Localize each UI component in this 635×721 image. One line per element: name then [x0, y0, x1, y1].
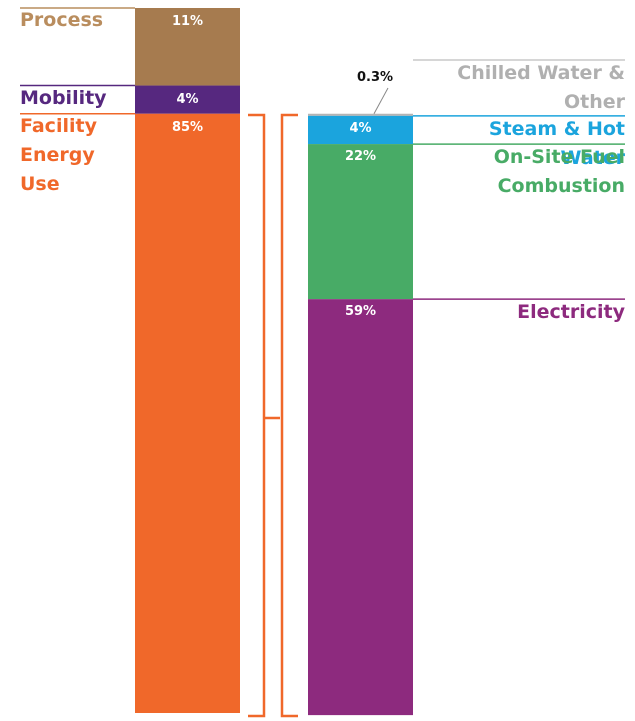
- segment-label: Facility Energy Use: [20, 114, 97, 195]
- bar-segment: [308, 113, 413, 116]
- segment-label: Electricity: [517, 301, 625, 324]
- segment-label: Process: [20, 9, 104, 31]
- bar-segment: [135, 85, 240, 114]
- segment-label: On-Site Fuel Combustion: [493, 146, 625, 198]
- value-label: 0.3%: [356, 70, 394, 85]
- value-label: 59%: [344, 304, 377, 320]
- value-label: 11%: [171, 14, 204, 29]
- segment-label: Steam & Hot Water: [488, 117, 625, 169]
- bar-segment: [135, 113, 240, 713]
- bar-segment: [308, 144, 413, 300]
- bracket-right: [280, 113, 298, 718]
- value-label: 4%: [349, 120, 372, 136]
- value-label: 85%: [171, 119, 204, 135]
- bar-segment: [308, 299, 413, 716]
- bar-segment: [308, 115, 413, 145]
- bracket: [248, 113, 298, 718]
- leader-line: [373, 87, 389, 114]
- segment-label: Mobility: [20, 86, 107, 109]
- bracket-left: [248, 113, 280, 718]
- value-label: 4%: [176, 91, 199, 107]
- bar-segment: [135, 8, 240, 86]
- segment-label: Chilled Water & Other: [457, 62, 625, 113]
- value-label: 22%: [344, 149, 377, 165]
